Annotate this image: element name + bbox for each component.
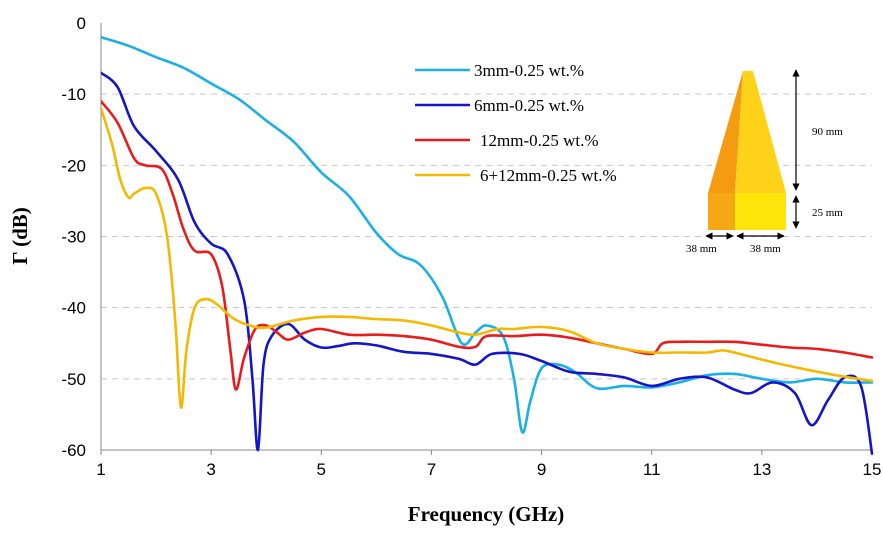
x-tick-label: 9 [537, 460, 546, 479]
y-tick-label: -20 [61, 156, 86, 175]
y-tick-labels: 0 -10 -20 -30 -40 -50 -60 [61, 14, 86, 460]
x-tick-label: 11 [643, 460, 661, 479]
series-lines [101, 35, 874, 455]
y-tick-label: 0 [77, 14, 86, 33]
y-axis-title: Γ (dB) [8, 207, 32, 265]
x-tick-label: 13 [752, 460, 771, 479]
x-tick-label: 7 [427, 460, 436, 479]
inset-label-90mm: 90 mm [812, 126, 843, 138]
inset-pyramid-right-face [735, 71, 786, 193]
y-tick-label: -50 [61, 370, 86, 389]
series-line-2 [101, 71, 874, 455]
y-tick-label: -40 [61, 299, 86, 318]
inset-label-38mm-left: 38 mm [686, 243, 717, 255]
x-tick-label: 1 [96, 460, 105, 479]
y-tick-label: -60 [61, 441, 86, 460]
inset-label-38mm-right: 38 mm [750, 243, 781, 255]
inset-base-left-face [708, 193, 735, 230]
legend-label-3: 12mm-0.25 wt.% [480, 131, 599, 150]
x-tick-labels: 1 3 5 7 9 11 13 15 [96, 450, 881, 479]
inset-pyramid-left-face [708, 71, 743, 193]
inset-label-25mm: 25 mm [812, 207, 843, 219]
inset-base-right-face [735, 193, 786, 230]
series-line-3 [101, 100, 874, 391]
series-line-4 [101, 107, 874, 409]
absorber-inset: 90 mm 25 mm 38 mm 38 mm [686, 69, 843, 255]
x-tick-label: 3 [206, 460, 215, 479]
axes [100, 23, 872, 451]
x-tick-label: 5 [317, 460, 326, 479]
legend-label-1: 3mm-0.25 wt.% [474, 61, 584, 80]
y-tick-label: -30 [61, 228, 86, 247]
x-axis-title: Frequency (GHz) [408, 502, 565, 526]
x-tick-label: 15 [863, 460, 882, 479]
legend-label-2: 6mm-0.25 wt.% [474, 96, 584, 115]
y-tick-label: -10 [61, 85, 86, 104]
legend-label-4: 6+12mm-0.25 wt.% [480, 166, 617, 185]
legend: 3mm-0.25 wt.% 6mm-0.25 wt.% 12mm-0.25 wt.%… [415, 61, 617, 185]
